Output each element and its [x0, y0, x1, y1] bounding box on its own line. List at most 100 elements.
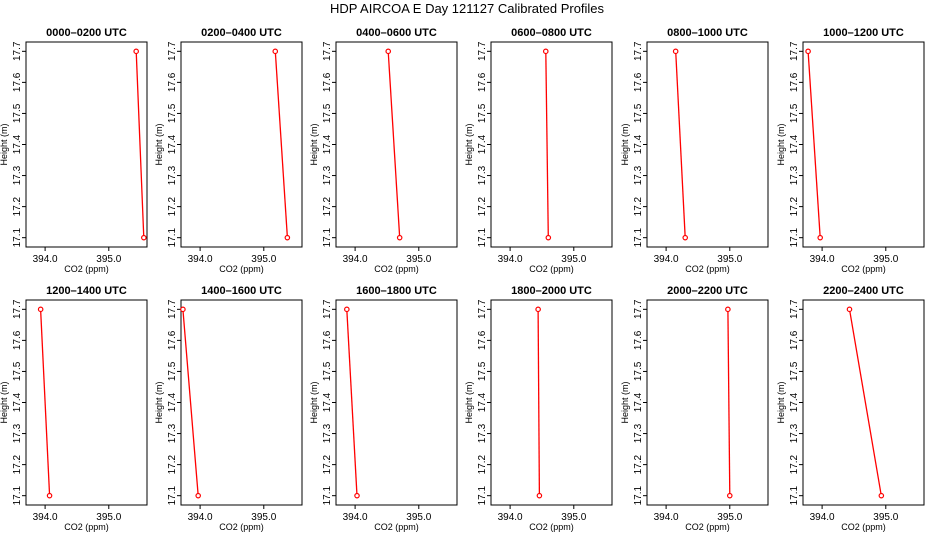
- y-tick-label: 17.6: [12, 330, 23, 350]
- y-tick-label: 17.1: [167, 228, 178, 248]
- y-tick-label: 17.3: [322, 165, 333, 185]
- y-tick-label: 17.5: [477, 103, 488, 123]
- data-point: [385, 48, 392, 55]
- y-tick-label: 17.7: [789, 299, 800, 319]
- x-tick-label: 394.0: [33, 512, 58, 523]
- profile-line: [848, 309, 882, 496]
- x-tick-label: 394.0: [33, 254, 58, 265]
- y-tick-label: 17.4: [633, 392, 644, 412]
- y-tick-label: 17.2: [633, 196, 644, 216]
- y-tick-label: 17.6: [167, 72, 178, 92]
- y-tick-label: 17.7: [633, 299, 644, 319]
- x-tick-label: 394.0: [188, 512, 213, 523]
- y-tick-label: 17.5: [633, 103, 644, 123]
- y-tick-label: 17.6: [633, 72, 644, 92]
- data-point: [344, 306, 350, 313]
- panel-title: 1600–1800 UTC: [356, 285, 437, 297]
- x-axis-label: CO2 (ppm): [64, 264, 109, 274]
- profile-panel: 0600–0800 UTC 394.0 395.0 17.1 17.2 17.3 17.4 1…: [464, 27, 613, 274]
- y-tick-label: 17.1: [477, 486, 488, 506]
- y-tick-label: 17.4: [477, 392, 488, 412]
- y-tick-label: 17.6: [322, 330, 333, 350]
- data-point: [180, 306, 186, 313]
- plot-frame: [25, 299, 148, 506]
- data-point: [536, 492, 543, 499]
- y-tick-label: 17.7: [789, 41, 800, 61]
- plot-frame: [180, 41, 303, 248]
- y-tick-label: 17.2: [789, 454, 800, 474]
- y-tick-label: 17.5: [477, 361, 488, 381]
- x-axis-label: CO2 (ppm): [374, 264, 419, 274]
- x-tick-label: 394.0: [343, 512, 368, 523]
- data-point: [141, 234, 147, 241]
- x-tick-label: 395.0: [406, 512, 431, 523]
- profile-panel: 1000–1200 UTC 394.0 395.0 17.1 17.2 17.3 17.4 1…: [776, 27, 925, 274]
- data-point: [354, 492, 360, 499]
- panel-title: 0200–0400 UTC: [201, 27, 282, 39]
- plot-frame: [25, 41, 148, 248]
- y-tick-label: 17.3: [633, 165, 644, 185]
- y-tick-label: 17.5: [322, 361, 333, 381]
- x-tick-label: 395.0: [873, 512, 898, 523]
- y-axis-label: Height (m): [0, 123, 9, 165]
- y-tick-label: 17.5: [12, 361, 23, 381]
- y-tick-label: 17.7: [167, 41, 178, 61]
- data-point: [805, 48, 811, 55]
- x-tick-label: 395.0: [406, 254, 431, 265]
- y-axis-label: Height (m): [0, 381, 9, 423]
- y-tick-label: 17.2: [633, 454, 644, 474]
- data-point: [725, 306, 731, 313]
- y-tick-label: 17.6: [167, 330, 178, 350]
- profile-panel: 0800–1000 UTC 394.0 395.0 17.1 17.2 17.3 17.4 1…: [620, 27, 769, 274]
- y-tick-label: 17.4: [633, 134, 644, 154]
- plot-frame: [802, 299, 925, 506]
- y-axis-label: Height (m): [776, 123, 786, 165]
- profile-line: [545, 51, 549, 238]
- y-tick-label: 17.7: [167, 299, 178, 319]
- y-tick-label: 17.6: [12, 72, 23, 92]
- x-tick-label: 394.0: [810, 254, 835, 265]
- profile-line: [387, 51, 401, 238]
- y-tick-label: 17.4: [477, 134, 488, 154]
- y-tick-label: 17.1: [322, 486, 333, 506]
- y-tick-label: 17.2: [477, 196, 488, 216]
- plot-frame: [335, 299, 458, 506]
- x-tick-label: 394.0: [498, 512, 523, 523]
- x-tick-label: 394.0: [343, 254, 368, 265]
- y-tick-label: 17.4: [12, 392, 23, 412]
- y-tick-label: 17.4: [789, 392, 800, 412]
- y-tick-label: 17.7: [477, 41, 488, 61]
- data-point: [726, 492, 733, 499]
- y-tick-label: 17.5: [789, 361, 800, 381]
- profile-panel: 1800–2000 UTC 394.0 395.0 17.1 17.2 17.3 17.4 1…: [464, 285, 613, 532]
- data-point: [535, 306, 541, 313]
- y-tick-label: 17.5: [167, 103, 178, 123]
- y-tick-label: 17.4: [12, 134, 23, 154]
- y-tick-label: 17.6: [789, 72, 800, 92]
- panel-title: 0400–0600 UTC: [356, 27, 437, 39]
- y-axis-label: Height (m): [309, 123, 319, 165]
- profile-panel: 2000–2200 UTC 394.0 395.0 17.1 17.2 17.3 17.4 1…: [620, 285, 769, 532]
- x-tick-label: 395.0: [96, 512, 121, 523]
- y-tick-label: 17.5: [789, 103, 800, 123]
- y-tick-label: 17.3: [789, 165, 800, 185]
- y-tick-label: 17.6: [477, 330, 488, 350]
- plot-frame: [490, 41, 613, 248]
- y-axis-label: Height (m): [464, 123, 474, 165]
- y-tick-label: 17.2: [167, 196, 178, 216]
- y-tick-label: 17.3: [322, 423, 333, 443]
- profile-line: [675, 51, 686, 238]
- y-axis-label: Height (m): [464, 381, 474, 423]
- data-point: [672, 48, 679, 55]
- data-point: [284, 234, 291, 241]
- y-tick-label: 17.2: [789, 196, 800, 216]
- y-axis-label: Height (m): [309, 381, 319, 423]
- y-tick-label: 17.4: [322, 392, 333, 412]
- y-tick-label: 17.1: [633, 228, 644, 248]
- y-tick-label: 17.2: [322, 454, 333, 474]
- y-tick-label: 17.3: [167, 423, 178, 443]
- panel-title: 2200–2400 UTC: [823, 285, 904, 297]
- y-tick-label: 17.1: [12, 486, 23, 506]
- profile-line: [182, 309, 199, 496]
